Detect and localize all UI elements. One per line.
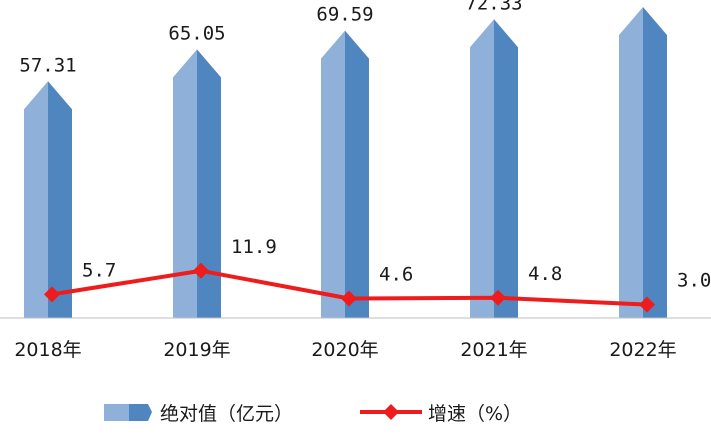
bar-face-left xyxy=(470,19,494,318)
growth-point xyxy=(193,262,209,279)
bar-face-right xyxy=(643,7,667,318)
bar-value-label: 69.59 xyxy=(316,4,373,26)
bar xyxy=(619,7,667,318)
legend-line-swatch xyxy=(360,404,422,420)
growth-value-label: 4.6 xyxy=(379,264,413,286)
bar-face-left xyxy=(619,7,643,318)
bar-value-label: 57.31 xyxy=(19,54,76,76)
bar-series xyxy=(24,7,667,319)
x-tick-label: 2020年 xyxy=(311,339,378,361)
legend-bar-swatch xyxy=(104,404,152,421)
growth-point xyxy=(639,296,655,313)
bar-face-right xyxy=(494,19,518,318)
growth-point xyxy=(341,290,357,307)
bar-data-labels: 57.31 65.05 69.59 72.33 75.29 xyxy=(19,0,671,76)
x-tick-label: 2021年 xyxy=(460,339,527,361)
growth-value-label: 3.0 xyxy=(677,270,711,292)
bar xyxy=(24,81,72,319)
legend: 绝对值（亿元） 增速（%） xyxy=(104,403,522,425)
bar-face-left xyxy=(321,30,345,319)
x-tick-label: 2022年 xyxy=(609,339,676,361)
bar-value-label: 72.33 xyxy=(465,0,522,14)
line-data-labels: 5.7 11.9 4.6 4.8 3.0 xyxy=(82,236,711,292)
bar xyxy=(321,30,369,319)
x-tick-labels: 2018年 2019年 2020年 2021年 2022年 xyxy=(14,339,676,361)
bar xyxy=(470,19,518,318)
bar xyxy=(173,49,221,318)
bar-value-label: 65.05 xyxy=(168,22,225,44)
bar-face-right xyxy=(345,30,369,319)
line-series xyxy=(44,262,655,313)
bar-face-left xyxy=(24,81,48,319)
growth-value-label: 11.9 xyxy=(231,236,277,258)
growth-point xyxy=(44,286,60,303)
growth-value-label: 5.7 xyxy=(82,259,116,281)
bar-face-left xyxy=(173,49,197,318)
growth-value-label: 4.8 xyxy=(528,263,562,285)
growth-point xyxy=(490,289,506,306)
x-tick-label: 2018年 xyxy=(14,339,81,361)
bar-value-label: 75.29 xyxy=(614,0,671,2)
bar-face-right xyxy=(48,81,72,319)
bar-face-right xyxy=(197,49,221,318)
legend-line-label: 增速（%） xyxy=(428,403,522,425)
legend-bar-label: 绝对值（亿元） xyxy=(160,403,293,425)
x-tick-label: 2019年 xyxy=(163,339,230,361)
